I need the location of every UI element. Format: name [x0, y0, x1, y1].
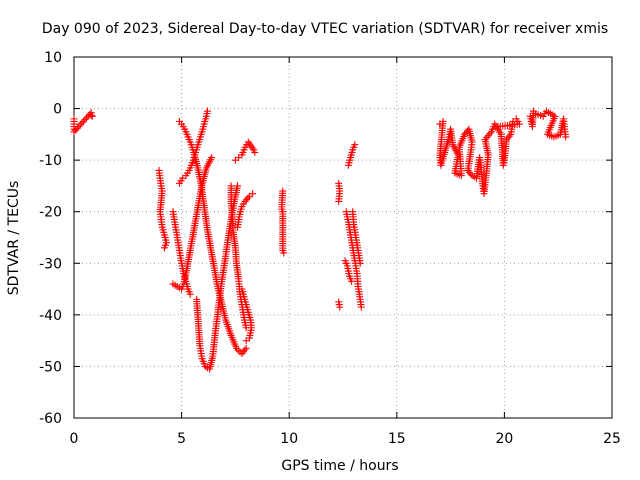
x-tick-label: 5 — [177, 431, 186, 447]
plot-frame — [73, 56, 613, 419]
axis-ticks — [73, 56, 613, 419]
data-point — [242, 337, 250, 345]
data-point — [494, 123, 502, 131]
y-tick-label: 0 — [53, 102, 62, 118]
data-point-fill — [73, 124, 81, 132]
data-point — [70, 128, 78, 136]
data-point — [88, 112, 96, 120]
data-point — [280, 249, 288, 257]
data-point — [335, 197, 343, 205]
data-point-fill — [75, 123, 83, 131]
data-point-fill — [72, 126, 80, 134]
data-point — [186, 290, 194, 298]
data-point-fill — [244, 194, 252, 202]
data-point — [562, 133, 570, 141]
data-point-fill — [79, 117, 87, 125]
data-point — [351, 141, 359, 149]
x-tick-label: 0 — [70, 431, 79, 447]
data-point-fill — [78, 119, 86, 127]
x-tick-label: 20 — [495, 431, 513, 447]
x-axis-label: GPS time / hours — [281, 458, 398, 474]
data-point-fill — [467, 170, 475, 178]
y-tick-label: -10 — [39, 153, 62, 169]
data-point — [357, 303, 365, 311]
data-point — [336, 303, 344, 311]
x-tick-label: 10 — [280, 431, 298, 447]
data-point — [249, 190, 257, 198]
data-point — [175, 179, 183, 187]
data-point — [242, 344, 250, 352]
data-point — [160, 244, 168, 252]
data-point — [234, 182, 242, 190]
data-point-fill — [81, 116, 89, 124]
y-axis-label: SDTVAR / TECUs — [6, 181, 22, 296]
x-tick-label: 15 — [388, 431, 406, 447]
y-tick-label: -30 — [39, 256, 62, 272]
data-point-fill — [505, 132, 513, 140]
data-point-fill — [76, 121, 84, 129]
data-point — [87, 111, 95, 119]
tick-labels: 0 5 10 15 20 25 10 0 -10 -20 -30 -40 -50 -60 — [39, 50, 621, 447]
y-tick-label: -60 — [39, 411, 62, 427]
data-point — [349, 208, 357, 216]
data-point — [251, 148, 259, 156]
y-tick-label: -50 — [39, 359, 62, 375]
data-point — [348, 277, 356, 285]
y-tick-label: -40 — [39, 308, 62, 324]
data-points — [70, 107, 570, 373]
data-point-fill — [241, 346, 249, 354]
data-point-fill — [83, 114, 91, 122]
data-point — [208, 154, 216, 162]
y-tick-label: 10 — [44, 50, 62, 66]
y-tick-label: -20 — [39, 205, 62, 221]
x-tick-label: 25 — [603, 431, 621, 447]
chart-title: Day 090 of 2023, Sidereal Day-to-day VTE… — [42, 21, 608, 37]
